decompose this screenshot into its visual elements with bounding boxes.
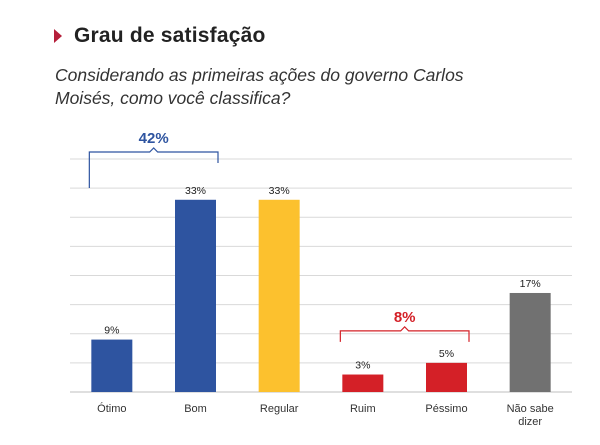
data-label: 33% [185, 185, 206, 197]
chart-subtitle: Considerando as primeiras ações do gover… [55, 65, 464, 108]
bar-6 [509, 292, 551, 392]
data-label: 9% [104, 325, 119, 337]
group-total-label: 42% [139, 130, 169, 147]
data-label: 5% [439, 348, 454, 360]
data-label: 3% [355, 360, 370, 372]
bars [91, 199, 551, 392]
group-bracket [339, 326, 470, 342]
group-total-label: 8% [394, 309, 416, 326]
triangle-bullet-icon [54, 29, 62, 43]
category-label: Não sabe dizer [507, 403, 554, 428]
data-label: 17% [520, 278, 541, 290]
bar-1 [91, 339, 133, 392]
bar-3 [258, 199, 300, 392]
category-label: Regular [260, 403, 299, 415]
group-brackets: 42% 8% [88, 130, 470, 342]
category-label: Ruim [350, 403, 376, 415]
data-label: 33% [269, 185, 290, 197]
category-label: Péssimo [425, 403, 467, 415]
category-label: Bom [184, 403, 207, 415]
chart-title: Grau de satisfação [74, 24, 266, 47]
bar-5 [426, 362, 467, 392]
group-bracket [88, 147, 219, 188]
labels: 9% Ótimo 33% Bom 33% Regular 3% Ruim 5% Péssimo 17… [97, 185, 554, 428]
bar-2 [175, 199, 216, 392]
category-label: Ótimo [97, 402, 126, 415]
chart-header: Grau de satisfação [54, 24, 266, 48]
gridlines [70, 158, 572, 393]
bar-4 [342, 374, 384, 392]
